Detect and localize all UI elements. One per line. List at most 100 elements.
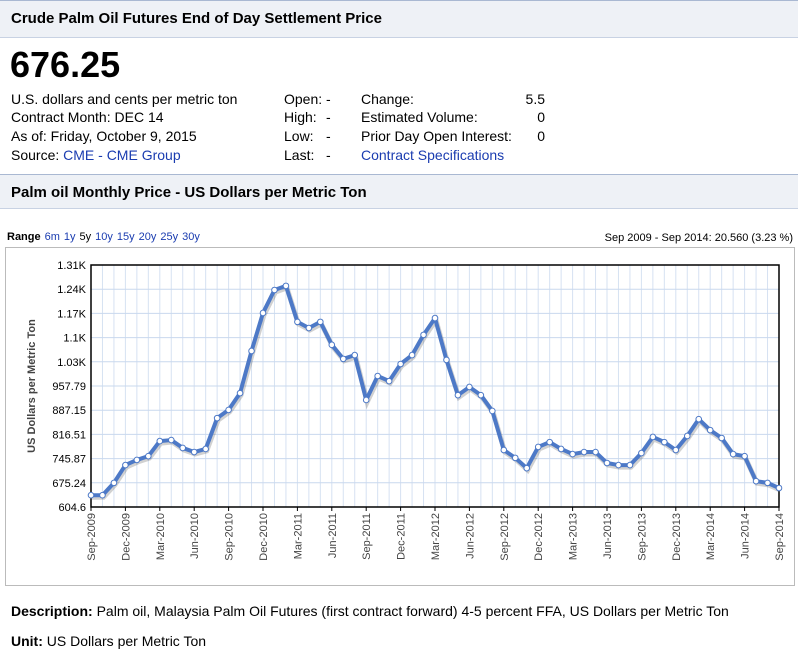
y-tick-label: 887.15 (52, 405, 86, 417)
x-tick-label: Jun-2013 (602, 513, 614, 559)
range-label: Range (7, 231, 41, 243)
x-tick-label: Dec-2011 (396, 513, 408, 560)
range-option[interactable]: 10y (95, 231, 113, 243)
chart-title: Palm oil Monthly Price - US Dollars per … (11, 184, 367, 201)
x-tick-label: Mar-2010 (155, 513, 167, 560)
point (615, 461, 622, 469)
x-tick-label: Jun-2014 (740, 513, 752, 559)
x-tick-label: Jun-2011 (327, 513, 339, 558)
point (156, 437, 164, 445)
y-tick-label: 675.24 (52, 478, 86, 490)
field-label: Open: (284, 91, 323, 107)
point (764, 479, 771, 487)
point (236, 389, 244, 397)
page-title: Crude Palm Oil Futures End of Day Settle… (11, 10, 382, 27)
unit: U.S. dollars and cents per metric ton (11, 91, 238, 107)
point (649, 433, 657, 441)
point (500, 446, 508, 454)
point (603, 459, 611, 467)
description-label: Description: (11, 603, 93, 619)
point (122, 461, 129, 469)
point (282, 282, 290, 290)
y-tick-label: 1.24K (57, 284, 86, 296)
point (305, 324, 313, 332)
point (511, 454, 519, 462)
range-option[interactable]: 20y (138, 231, 157, 243)
point (374, 372, 381, 380)
point (259, 309, 267, 317)
range-option[interactable]: 15y (116, 231, 135, 243)
point (775, 484, 783, 492)
point (87, 491, 95, 499)
source: Source: CME - CME Group (11, 147, 181, 163)
point (328, 341, 336, 349)
x-tick-label: Dec-2012 (533, 513, 545, 561)
point (534, 443, 542, 451)
x-tick-label: Sep-2014 (774, 513, 786, 561)
point (477, 391, 485, 399)
field-label: Last: (284, 147, 315, 163)
y-tick-label: 816.51 (52, 429, 86, 441)
point (752, 477, 760, 485)
field-label: Estimated Volume: (361, 109, 478, 125)
chart-bar: Palm oil Monthly Price - US Dollars per … (0, 174, 798, 209)
point (225, 406, 232, 414)
spec-link[interactable]: Contract Specifications (361, 147, 505, 163)
y-tick-label: 604.6 (58, 502, 86, 514)
point (362, 396, 370, 404)
source-label: Source: (11, 147, 60, 163)
field-label: High: (284, 109, 317, 125)
point (569, 450, 576, 458)
x-tick-label: Dec-2009 (120, 513, 132, 561)
y-tick-label: 957.79 (52, 381, 86, 393)
range-option[interactable]: 6m (44, 231, 60, 243)
y-tick-label: 745.87 (52, 454, 86, 466)
x-tick-label: Jun-2010 (189, 513, 201, 559)
unit-label: Unit: (11, 633, 43, 649)
range-option[interactable]: 30y (182, 231, 200, 243)
x-tick-label: Sep-2013 (636, 513, 648, 561)
y-tick-label: 1.1K (63, 333, 86, 345)
source-link[interactable]: CME - CME Group (63, 147, 181, 163)
y-tick-label: 1.17K (57, 308, 86, 320)
point (385, 377, 393, 385)
point (523, 464, 531, 472)
point (661, 438, 668, 446)
point (672, 446, 680, 454)
point (729, 450, 737, 458)
unit-line: Unit: US Dollars per Metric Ton (11, 633, 206, 649)
x-tick-label: Sep-2011 (361, 513, 373, 560)
description: Description: Palm oil, Malaysia Palm Oil… (11, 603, 729, 619)
field-label: Low: (284, 128, 314, 144)
x-tick-label: Sep-2012 (499, 513, 511, 561)
point (339, 355, 347, 363)
chart: 604.6 675.24 745.87 816.51 887.15 957.79 1.03K… (5, 247, 795, 586)
point (695, 415, 703, 423)
x-tick-label: Sep-2010 (224, 513, 236, 561)
field-value: 0 (537, 128, 545, 144)
point (213, 414, 221, 422)
point (294, 318, 301, 326)
point (420, 331, 427, 339)
point (110, 479, 118, 487)
range-option[interactable]: 25y (160, 231, 179, 243)
field-label: Prior Day Open Interest: (361, 128, 512, 144)
x-tick-label: Mar-2013 (568, 513, 580, 560)
y-axis-title: US Dollars per Metric Ton (26, 319, 38, 453)
field-value: - (326, 109, 331, 125)
x-tick-label: Dec-2013 (671, 513, 683, 561)
point (179, 444, 187, 452)
point (431, 314, 439, 322)
point (317, 318, 324, 326)
description-text: Palm oil, Malaysia Palm Oil Futures (fir… (96, 603, 729, 619)
range-option[interactable]: 1y (63, 231, 76, 243)
y-tick-label: 1.31K (57, 260, 86, 272)
range-option[interactable]: 5y (79, 231, 92, 243)
point (489, 407, 496, 415)
header-bar: Crude Palm Oil Futures End of Day Settle… (0, 0, 798, 38)
x-tick-label: Jun-2012 (464, 513, 476, 559)
x-tick-label: Sep-2009 (86, 513, 98, 561)
point (99, 491, 106, 499)
price: 676.25 (10, 44, 121, 85)
